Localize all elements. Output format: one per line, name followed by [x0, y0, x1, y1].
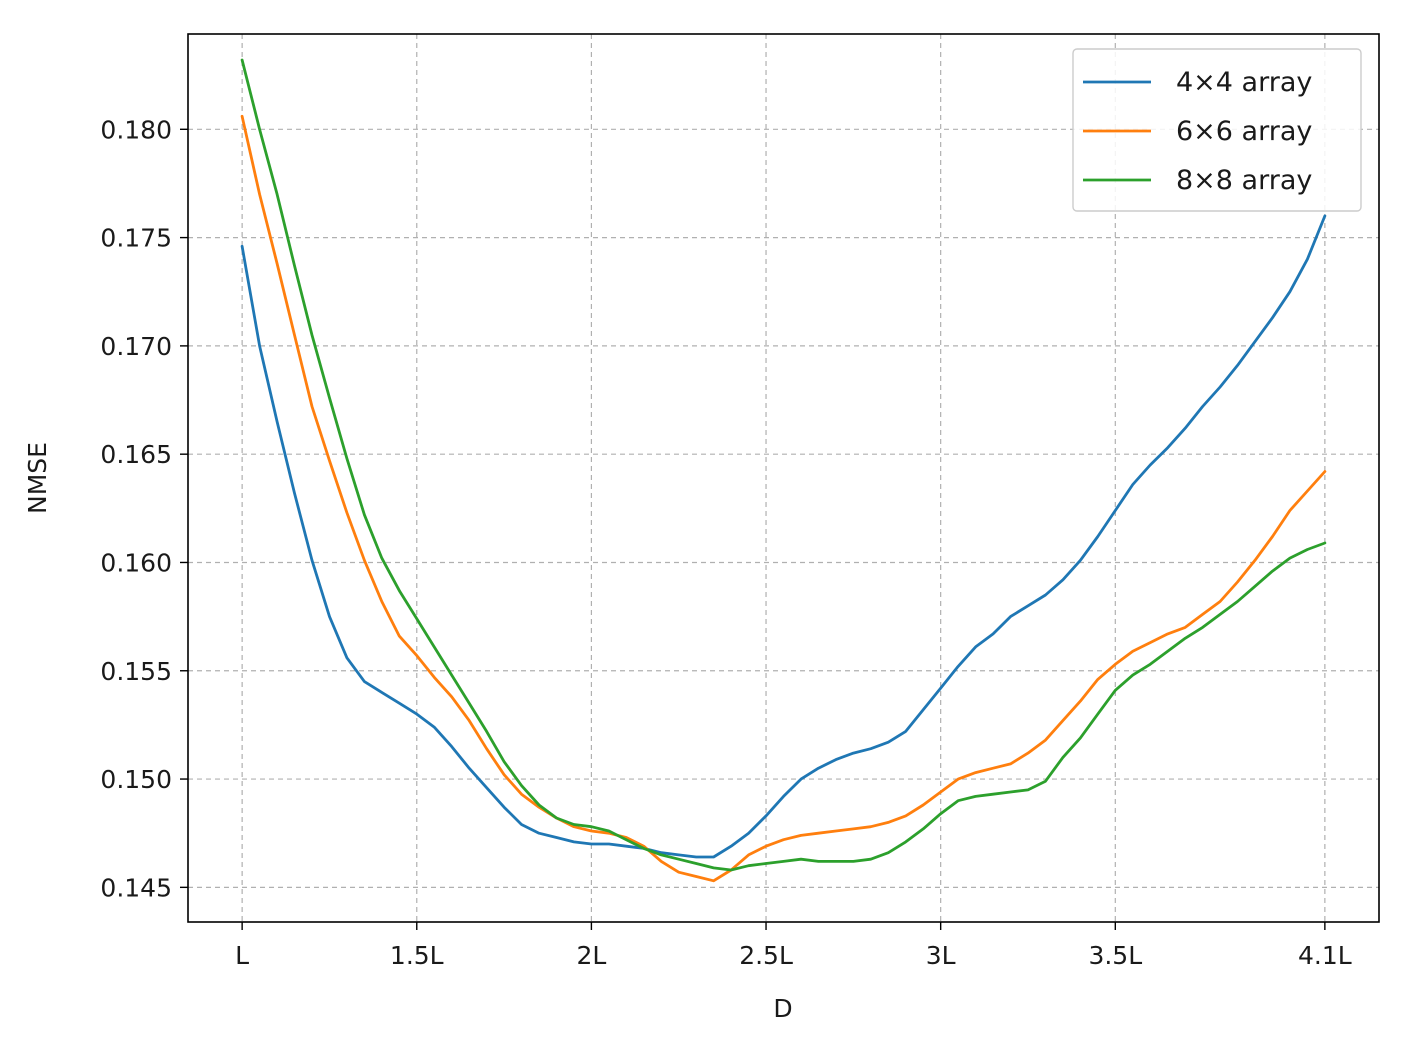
legend-label-2: 6×6 array: [1176, 116, 1312, 147]
x-tick-label: L: [235, 941, 249, 970]
y-tick-label: 0.170: [100, 332, 172, 361]
y-tick-label: 0.150: [100, 765, 172, 794]
series-line-2: [240, 114, 1327, 883]
y-tick-label: 0.180: [100, 115, 172, 144]
plot-frame: [187, 33, 1380, 923]
grid: [188, 34, 1379, 922]
x-tick-label: 1.5L: [390, 941, 444, 970]
legend-label-3: 8×8 array: [1176, 165, 1312, 196]
series-line-3: [240, 58, 1327, 872]
x-axis-label: D: [773, 994, 792, 1023]
y-tick-label: 0.165: [100, 440, 172, 469]
x-tick-label: 2.5L: [739, 941, 793, 970]
y-axis-label: NMSE: [23, 442, 52, 514]
x-tick-label: 2L: [576, 941, 606, 970]
y-tick-label: 0.155: [100, 657, 172, 686]
legend-box: [1072, 48, 1362, 212]
y-tick-label: 0.160: [100, 548, 172, 577]
series-line-1: [240, 214, 1327, 859]
x-tick-label: 3.5L: [1088, 941, 1142, 970]
data-series: [240, 58, 1327, 883]
y-tick-label: 0.175: [100, 224, 172, 253]
axis-ticks: L 1.5L 2L 2.5L 3L 3.5L 4.1L 0.145 0.150 0.155 0.16…: [100, 115, 1351, 970]
legend-label-1: 4×4 array: [1176, 67, 1312, 98]
x-tick-label: 3L: [926, 941, 956, 970]
legend: 4×4 array 6×6 array 8×8 array: [1072, 48, 1362, 212]
x-tick-label: 4.1L: [1298, 941, 1352, 970]
y-tick-label: 0.145: [100, 873, 172, 902]
